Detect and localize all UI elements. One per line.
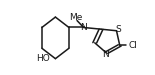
Text: Me: Me: [69, 13, 82, 22]
Text: Cl: Cl: [129, 41, 138, 50]
Text: N: N: [80, 23, 87, 32]
Text: HO: HO: [36, 54, 49, 63]
Text: N: N: [102, 50, 108, 59]
Text: S: S: [115, 25, 121, 34]
